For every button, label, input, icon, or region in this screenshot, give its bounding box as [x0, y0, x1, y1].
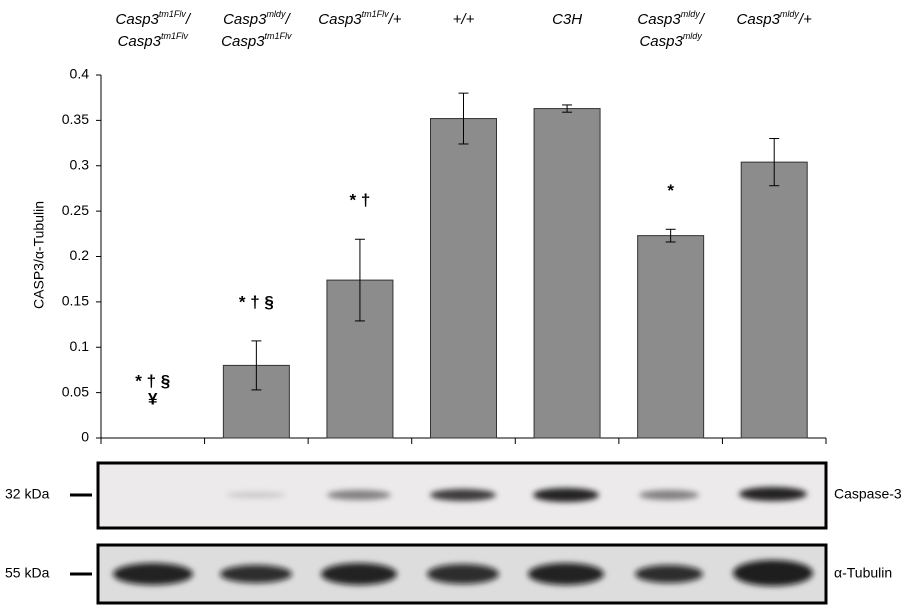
label-superscript: mldy: [780, 9, 800, 19]
label-text: Casp3: [116, 11, 160, 28]
y-tick-label: 0: [81, 429, 89, 445]
blot-protein-label: α-Tubulin: [834, 565, 892, 581]
label-text: Casp3: [639, 33, 683, 50]
y-tick-label: 0.15: [62, 293, 89, 309]
y-tick-label: 0.1: [70, 338, 90, 354]
significance-mark: ¥: [148, 389, 158, 408]
label-text: /+: [388, 11, 402, 28]
label-text: /+: [798, 11, 812, 28]
x-category-label: Casp3tm1Flv/+: [318, 9, 402, 28]
label-text: /: [284, 11, 291, 28]
y-tick-label: 0.2: [70, 247, 90, 263]
label-text: Casp3: [221, 33, 265, 50]
y-tick-label: 0.35: [62, 111, 89, 127]
significance-mark: * †: [350, 191, 371, 210]
bar: [638, 236, 704, 438]
label-text: C3H: [552, 11, 582, 28]
bar: [741, 162, 807, 438]
label-text: Casp3: [223, 11, 267, 28]
x-category-label: Casp3mldy/: [637, 9, 705, 28]
blot-size-label: 55 kDa: [5, 565, 50, 581]
x-category-label: +/+: [453, 11, 475, 28]
blot-caspase: [70, 463, 826, 528]
label-text: +/+: [453, 11, 475, 28]
significance-mark: * † §: [239, 292, 274, 311]
x-category-label: Casp3tm1Flv: [118, 31, 189, 50]
blot-tubulin: [70, 545, 826, 603]
label-text: /: [185, 11, 192, 28]
x-category-label: C3H: [552, 11, 582, 28]
y-tick-label: 0.3: [70, 156, 90, 172]
y-tick-label: 0.25: [62, 202, 89, 218]
label-superscript: tm1Flv: [362, 9, 390, 19]
blot-size-label: 32 kDa: [5, 486, 50, 502]
x-category-label: Casp3mldy/: [223, 9, 291, 28]
label-superscript: tm1Flv: [265, 31, 293, 41]
label-superscript: tm1Flv: [161, 31, 189, 41]
y-axis-label: CASP3/α-Tubulin: [31, 201, 47, 309]
label-superscript: mldy: [683, 31, 703, 41]
label-text: Casp3: [637, 11, 681, 28]
blot-protein-label: Caspase-3: [834, 486, 902, 502]
label-superscript: tm1Flv: [159, 9, 187, 19]
bar: [431, 119, 497, 438]
significance-mark: * † §: [135, 371, 170, 390]
y-tick-label: 0.05: [62, 383, 89, 399]
label-text: /: [699, 11, 706, 28]
label-text: Casp3: [118, 33, 162, 50]
label-text: Casp3: [318, 11, 362, 28]
significance-mark: *: [667, 181, 674, 200]
figure: CASP3/α-Tubulin 0 0.05 0.1 0.15 0.2 0.25 0.3 0.…: [0, 0, 921, 605]
y-tick-label: 0.4: [70, 66, 90, 82]
x-category-label: Casp3mldy: [639, 31, 702, 50]
x-category-label: Casp3tm1Flv/: [116, 9, 192, 28]
bar: [534, 109, 600, 438]
label-superscript: mldy: [266, 9, 286, 19]
x-category-label: Casp3mldy/+: [737, 9, 813, 28]
label-superscript: mldy: [681, 9, 701, 19]
label-text: Casp3: [737, 11, 781, 28]
x-category-label: Casp3tm1Flv: [221, 31, 292, 50]
